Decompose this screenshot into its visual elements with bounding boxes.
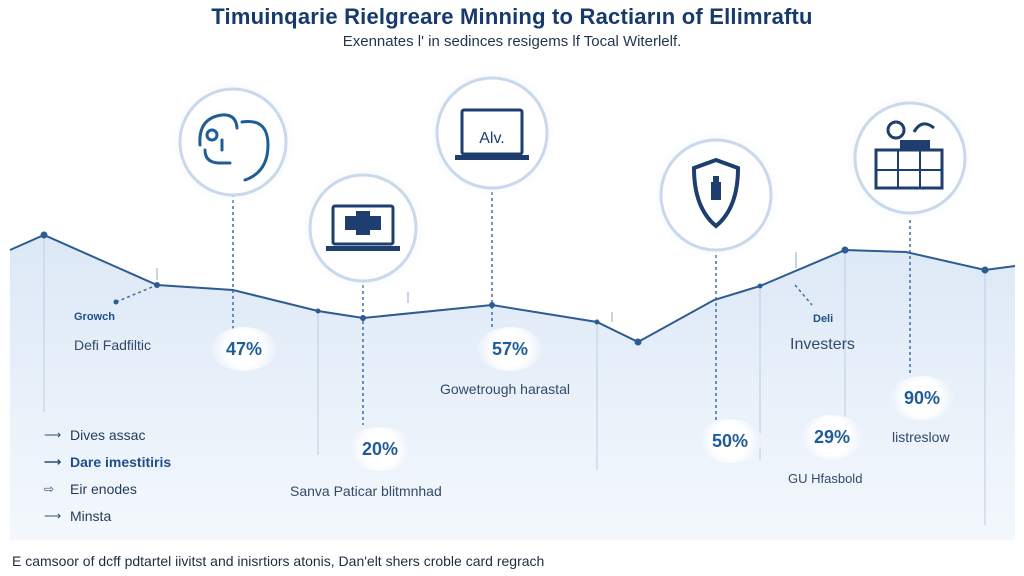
connector — [115, 284, 158, 303]
data-point — [154, 282, 160, 288]
page-title: Timuinqarie Rielgreare Minning to Ractia… — [211, 4, 813, 29]
laptop-icon — [326, 204, 400, 251]
data-point — [594, 319, 600, 325]
value-badge: 47% — [212, 327, 276, 371]
arrow-right-icon: ⟶ — [44, 427, 62, 442]
arrow-right-icon: ⟶ — [44, 454, 62, 469]
legend-item: ⟶ Dare imestitiris — [44, 453, 172, 470]
value-badge: 90% — [890, 376, 954, 420]
data-point — [757, 283, 763, 289]
icon-node-robot — [846, 94, 974, 222]
label-savna: Sanva Paticar blitmnhad — [290, 483, 442, 499]
data-point — [489, 302, 495, 308]
data-point — [360, 315, 366, 321]
label-deli: Deli — [813, 313, 834, 325]
legend-item: ⟶ Dives assac — [44, 426, 146, 443]
icon-node-shield — [652, 131, 780, 259]
arrow-right-icon: ⇨ — [44, 481, 55, 496]
laptop-alv-icon — [455, 108, 529, 160]
data-point — [634, 338, 642, 346]
footer-caption: E camsoor of dcff pdtartel iivitst and i… — [12, 553, 545, 569]
data-point — [113, 299, 119, 305]
trend-area — [10, 235, 1015, 540]
value-badge: 57% — [478, 327, 542, 371]
icon-node-laptop-alv: Alv. — [428, 69, 556, 197]
label-growth: Growch — [74, 311, 115, 323]
data-point — [841, 246, 849, 254]
icon-node-person — [171, 80, 295, 204]
data-point — [40, 231, 48, 239]
connector — [794, 284, 813, 306]
legend: ⟶ Dives assac ⟶ Dare imestitiris ⇨ Eir enod… — [44, 421, 171, 529]
legend-item: ⟶ Minsta — [44, 507, 112, 524]
person-head-icon — [198, 113, 270, 182]
label-gu: GU Hfasbold — [788, 471, 863, 486]
arrow-right-icon: ⟶ — [44, 508, 62, 523]
legend-item: ⇨ Eir enodes — [44, 480, 137, 497]
value-badge: 50% — [698, 419, 762, 463]
value-badge: 29% — [800, 415, 864, 459]
laptop-screen-text: Alv. — [479, 130, 504, 147]
page-subtitle: Exennates l' in sedinces resigems lf Toc… — [342, 33, 682, 50]
data-point — [315, 308, 321, 314]
shield-icon — [691, 157, 741, 229]
robot-dashboard-icon — [874, 120, 944, 190]
label-growthrough: Gowetrough harastal — [440, 381, 570, 397]
label-listreslow: listreslow — [892, 429, 950, 445]
data-point — [981, 266, 989, 274]
value-badge: 20% — [348, 427, 412, 471]
icon-node-laptop — [301, 166, 425, 290]
label-investers: Investers — [790, 336, 855, 353]
label-defi-left: Defi Fadfiltic — [74, 337, 152, 353]
